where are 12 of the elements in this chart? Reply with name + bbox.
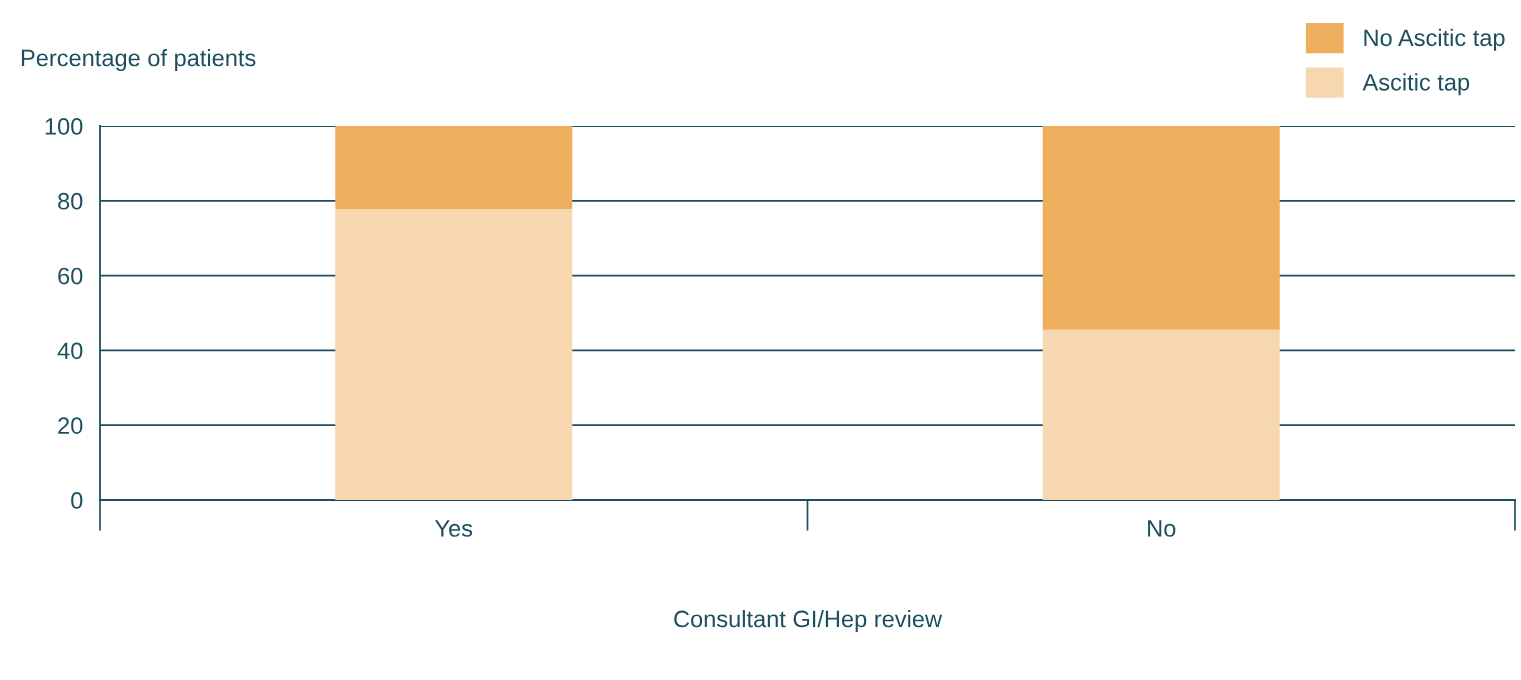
- y-tick-label: 20: [58, 417, 83, 434]
- x-tick-label: Yes: [435, 520, 473, 537]
- x-tick-label: No: [1148, 520, 1176, 537]
- x-axis-title: Consultant GI/Hep review: [674, 610, 943, 633]
- y-tick-label: 40: [57, 342, 83, 360]
- legend-label: No Ascitic tap: [1364, 28, 1505, 51]
- y-tick-label: 0: [71, 492, 83, 509]
- y-tick-label: 100: [45, 118, 83, 135]
- legend-label: Ascitic tap: [1362, 73, 1470, 96]
- y-axis-title: Percentage of patients: [21, 48, 256, 71]
- y-tick-label: 80: [58, 192, 83, 210]
- y-tick-label: 60: [58, 267, 83, 285]
